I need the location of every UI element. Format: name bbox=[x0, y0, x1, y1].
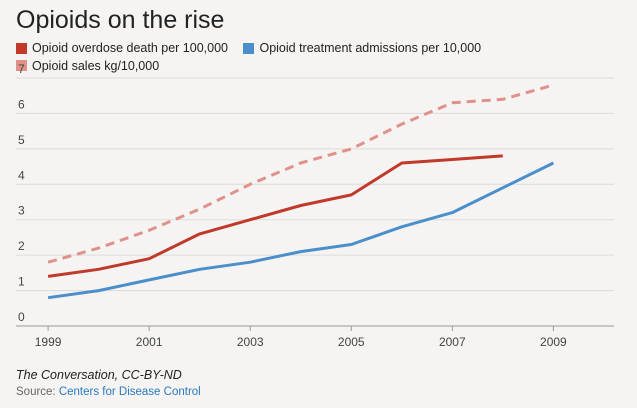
series-line-0 bbox=[47, 154, 503, 278]
source-link[interactable]: Centers for Disease Control bbox=[58, 386, 201, 398]
y-tick-label: 4 bbox=[18, 168, 25, 182]
legend-swatch-opioid-sales bbox=[16, 60, 27, 71]
legend-swatch-overdose-death bbox=[16, 42, 27, 54]
x-axis: 1999 2001 2003 2005 2007 2009 bbox=[35, 326, 567, 349]
series-line-1 bbox=[47, 161, 555, 300]
x-tick-label: 1999 bbox=[35, 335, 62, 349]
source-prefix: Source: bbox=[16, 386, 59, 398]
grid-lines bbox=[16, 77, 614, 327]
x-tick-label: 2009 bbox=[540, 335, 567, 349]
y-tick-label: 0 bbox=[18, 310, 25, 324]
series-line-2 bbox=[47, 83, 554, 264]
legend: Opioid overdose death per 100,000 Opioid… bbox=[16, 40, 616, 75]
y-tick-label: 6 bbox=[18, 97, 25, 111]
x-tick-label: 2005 bbox=[338, 335, 365, 349]
source-line: Source: Centers for Disease Control bbox=[16, 386, 201, 398]
x-tick-label: 2001 bbox=[136, 335, 163, 349]
y-tick-label: 2 bbox=[18, 239, 25, 253]
y-tick-label: 7 bbox=[18, 62, 25, 76]
legend-label-overdose-death: Opioid overdose death per 100,000 bbox=[32, 41, 228, 55]
legend-item-opioid-sales: Opioid sales kg/10,000 bbox=[16, 58, 159, 74]
legend-swatch-treatment-admissions bbox=[243, 42, 255, 54]
credit-caption: The Conversation, CC-BY-ND bbox=[16, 368, 182, 382]
x-tick-label: 2007 bbox=[439, 335, 466, 349]
legend-item-overdose-death: Opioid overdose death per 100,000 bbox=[16, 40, 228, 56]
legend-label-treatment-admissions: Opioid treatment admissions per 10,000 bbox=[259, 41, 482, 55]
legend-item-treatment-admissions: Opioid treatment admissions per 10,000 bbox=[243, 40, 481, 56]
y-tick-label: 5 bbox=[18, 133, 25, 147]
chart-title: Opioids on the rise bbox=[16, 6, 225, 34]
y-axis: 0 1 2 3 4 5 6 7 bbox=[18, 62, 25, 324]
legend-label-opioid-sales: Opioid sales kg/10,000 bbox=[32, 58, 160, 73]
x-tick-label: 2003 bbox=[237, 335, 264, 349]
y-tick-label: 3 bbox=[18, 204, 25, 218]
y-tick-label: 1 bbox=[18, 275, 25, 289]
series-lines bbox=[47, 83, 555, 300]
